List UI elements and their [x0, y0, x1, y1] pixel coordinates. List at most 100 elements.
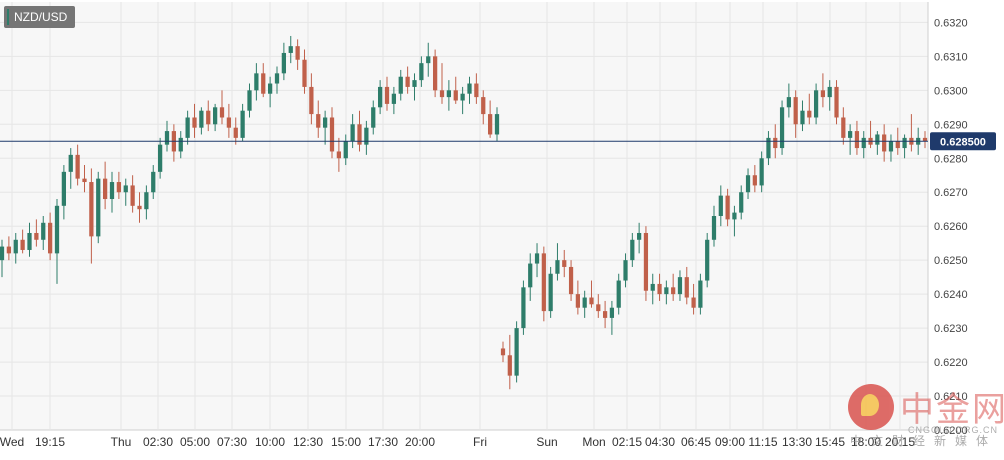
candle-body — [766, 137, 771, 159]
candle-body — [384, 86, 390, 104]
candle-body — [398, 76, 403, 94]
current-price-label: 0.628500 — [940, 136, 986, 148]
candle-body — [377, 86, 383, 108]
candle-body — [0, 246, 5, 261]
candle-body — [82, 178, 87, 183]
candle-body — [602, 311, 608, 318]
x-tick-label: Mon — [582, 435, 605, 449]
candle-body — [691, 297, 696, 308]
candle-body — [528, 263, 533, 288]
candle-body — [514, 328, 519, 376]
x-tick-label: Sun — [536, 435, 557, 449]
x-tick-label: 06:45 — [681, 435, 711, 449]
x-tick-label: 10:00 — [255, 435, 285, 449]
x-tick-label: 02:30 — [143, 435, 173, 449]
candle-body — [507, 355, 512, 376]
candle-body — [548, 273, 553, 312]
y-tick-label: 0.6250 — [934, 255, 968, 267]
y-tick-label: 0.6260 — [934, 221, 968, 233]
candle-body — [309, 86, 314, 115]
candle-body — [562, 260, 567, 267]
candle-body — [109, 182, 115, 200]
y-tick-label: 0.6220 — [934, 357, 968, 369]
current-price-badge — [930, 132, 996, 151]
x-tick-label: 05:00 — [180, 435, 210, 449]
x-tick-label: Fri — [473, 435, 487, 449]
candle-body — [848, 131, 853, 138]
candle-body — [630, 239, 635, 261]
candle-body — [432, 56, 438, 91]
candle-body — [575, 294, 580, 308]
candle-body — [446, 90, 452, 98]
candle-body — [13, 239, 18, 254]
candle-body — [123, 185, 128, 193]
candle-body — [841, 117, 846, 138]
x-tick-label: 15:00 — [331, 435, 361, 449]
y-tick-label: 0.6320 — [934, 17, 968, 29]
candle-body — [705, 239, 710, 281]
candle-body — [684, 277, 689, 298]
x-tick-label: 20:15 — [885, 435, 915, 449]
candle-body — [89, 182, 94, 237]
candle-body — [371, 107, 376, 128]
candle-body — [467, 83, 472, 94]
candle-body — [759, 158, 764, 186]
candle-body — [281, 52, 287, 74]
candle-body — [199, 110, 204, 128]
candle-body — [541, 253, 546, 312]
y-tick-label: 0.6200 — [934, 425, 968, 437]
candle-body — [793, 97, 798, 125]
candle-body — [343, 141, 348, 159]
x-tick-label: 12:30 — [293, 435, 323, 449]
candle-body — [20, 239, 25, 250]
x-tick-label: 20:00 — [405, 435, 435, 449]
candle-body — [212, 107, 218, 125]
candle-body — [568, 266, 574, 295]
candle-body — [773, 137, 778, 149]
candle-body — [54, 205, 60, 254]
candle-body — [637, 232, 642, 240]
candle-body — [820, 90, 826, 98]
candle-body — [412, 80, 417, 87]
candle-body — [6, 246, 12, 254]
candle-body — [494, 114, 500, 135]
candle-body — [164, 131, 170, 145]
candle-body — [61, 171, 67, 206]
candle-body — [582, 297, 587, 308]
candle-body — [137, 205, 142, 210]
candle-body — [725, 195, 730, 220]
candle-body — [875, 134, 880, 145]
candle-body — [664, 287, 669, 295]
candle-body — [786, 97, 791, 108]
candle-body — [861, 137, 866, 149]
x-tick-label: 11:15 — [748, 435, 777, 449]
candle-body — [34, 232, 39, 240]
candle-body — [745, 175, 751, 193]
symbol-label: NZD/USD — [4, 6, 76, 28]
candle-body — [75, 154, 80, 179]
candle-body — [261, 73, 266, 94]
candle-body — [834, 86, 839, 118]
candle-body — [336, 151, 342, 159]
watermark-url: CNGOLD.ORG.CN — [908, 425, 999, 435]
candle-body — [779, 107, 785, 149]
candle-body — [589, 297, 594, 305]
watermark-brand: 中金网 — [900, 390, 1004, 430]
candle-body — [233, 127, 238, 138]
candle-body — [677, 277, 683, 295]
candle-body — [192, 117, 197, 128]
candle-body — [316, 114, 321, 128]
candle-body — [732, 212, 737, 220]
candle-body — [357, 124, 362, 145]
candle-body — [555, 260, 560, 274]
candle-body — [521, 287, 526, 329]
candle-body — [391, 93, 397, 104]
candle-body — [151, 171, 156, 193]
y-tick-label: 0.6300 — [934, 85, 968, 97]
y-tick-label: 0.6270 — [934, 187, 968, 199]
candle-body — [453, 90, 458, 101]
candle-body — [68, 154, 73, 172]
candle-body — [460, 93, 465, 101]
